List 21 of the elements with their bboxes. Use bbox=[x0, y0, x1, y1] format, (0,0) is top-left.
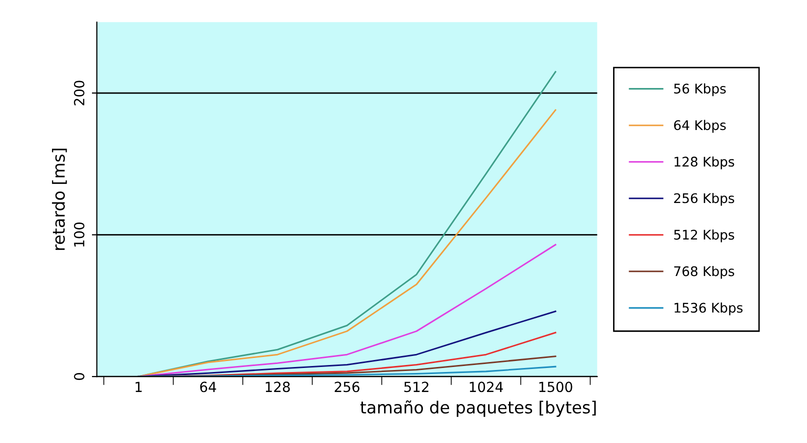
x-axis-title: tamaño de paquetes [bytes] bbox=[360, 400, 596, 417]
legend-label: 512 Kbps bbox=[674, 229, 734, 242]
x-tick-label: 1500 bbox=[539, 382, 572, 392]
y-tick-label: 0 bbox=[74, 373, 84, 380]
y-tick-label: 100 bbox=[74, 222, 84, 247]
x-tick-label: 256 bbox=[334, 382, 360, 392]
y-axis-title: retardo [ms] bbox=[52, 148, 67, 250]
legend-label: 64 Kbps bbox=[674, 120, 726, 133]
line-series bbox=[138, 310, 556, 377]
x-tick-label: 1 bbox=[136, 382, 142, 392]
legend-label: 56 Kbps bbox=[674, 83, 726, 96]
y-tick-label: 200 bbox=[74, 80, 84, 106]
x-tick-label: 1024 bbox=[470, 382, 503, 392]
x-tick-label: 512 bbox=[404, 382, 428, 392]
line-series bbox=[138, 332, 556, 377]
legend-label: 768 Kbps bbox=[674, 266, 734, 279]
legend-label: 128 Kbps bbox=[674, 156, 734, 170]
x-tick-label: 64 bbox=[200, 382, 216, 392]
legend-label: 256 Kbps bbox=[674, 192, 734, 206]
legend-label: 1536 Kbps bbox=[674, 302, 743, 316]
x-tick-label: 128 bbox=[266, 382, 290, 392]
